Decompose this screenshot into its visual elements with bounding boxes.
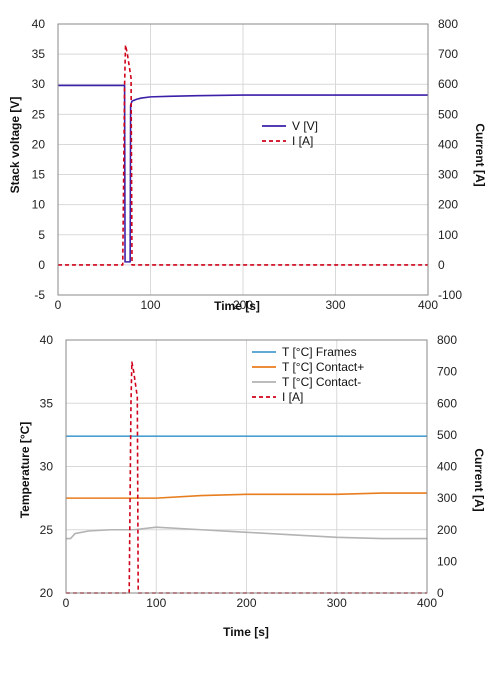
chart1-y2-tick-label: 0 (438, 258, 445, 272)
chart1-y-tick-label: 10 (32, 198, 46, 212)
chart1-y2-tick-label: 200 (438, 198, 458, 212)
chart2-y2-tick-label: 500 (437, 428, 457, 442)
chart1-series-line-1 (58, 44, 428, 266)
chart2-series-line-1 (66, 492, 427, 499)
chart1-y2-tick-label: -100 (438, 288, 462, 302)
chart-temperature-current: 0 100 200 300 400202530354001002003004005006… (18, 333, 486, 639)
chart2-y2-tick-label: 700 (437, 365, 457, 379)
chart1-y2-axis-title: Current [A] (473, 123, 487, 186)
chart2-legend-label: I [A] (282, 390, 303, 404)
chart2-x-tick-label: 100 (146, 596, 166, 610)
chart2-y2-tick-label: 200 (437, 523, 457, 537)
chart2-y2-tick-label: 400 (437, 460, 457, 474)
chart2-y2-tick-label: 600 (437, 396, 457, 410)
chart2-y2-tick-label: 800 (437, 333, 457, 347)
chart1-y-tick-label: -5 (34, 288, 45, 302)
chart2-legend-label: T [°C] Contact- (282, 375, 361, 389)
chart2-y-tick-label: 20 (40, 586, 54, 600)
chart2-y-tick-label: 30 (40, 460, 54, 474)
chart2-y-tick-label: 35 (40, 396, 54, 410)
chart1-y-tick-label: 40 (32, 17, 46, 31)
chart1-y2-tick-label: 800 (438, 17, 458, 31)
chart2-series-line-2 (66, 526, 427, 540)
chart1-legend: V [V]I [A] (262, 119, 318, 148)
chart1-legend-label: I [A] (292, 134, 313, 148)
chart2-y-tick-label: 40 (40, 333, 54, 347)
chart1-y-tick-label: 0 (38, 258, 45, 272)
chart2-y2-tick-label: 300 (437, 491, 457, 505)
chart1-x-tick-label: 400 (418, 298, 438, 312)
chart1-y2-tick-label: 100 (438, 228, 458, 242)
chart1-y2-tick-label: 300 (438, 168, 458, 182)
chart1-legend-label: V [V] (292, 119, 318, 133)
chart1-y2-tick-label: 700 (438, 47, 458, 61)
chart2-y2-tick-label: 0 (437, 586, 444, 600)
chart1-series (58, 44, 428, 266)
chart1-y-axis-title: Stack voltage [V] (8, 97, 22, 194)
chart2-y-tick-label: 25 (40, 523, 54, 537)
chart1-x-tick-label: 300 (325, 298, 345, 312)
chart1-y-tick-label: 5 (38, 228, 45, 242)
chart2-x-tick-label: 300 (327, 596, 347, 610)
chart1-x-axis-title: Time [s] (214, 299, 260, 313)
chart1-y-tick-label: 30 (32, 77, 46, 91)
chart1-x-tick-label: 100 (140, 298, 160, 312)
chart2-x-tick-label: 400 (417, 596, 437, 610)
chart2-plot-border (65, 339, 428, 594)
chart1-y-tick-label: 20 (32, 137, 46, 151)
chart-voltage-current: 0 100 200 300 400 -5 0 5 10 15 20 25 30 35 40 -100 0 100 2… (8, 17, 487, 313)
chart1-y-tick-label: 15 (32, 168, 46, 182)
chart1-x-tick-label: 200 (233, 298, 253, 312)
chart1-plot-border (57, 23, 429, 296)
chart2-y2-axis-title: Current [A] (472, 448, 486, 511)
chart1-y2-tick-label: 400 (438, 137, 458, 151)
chart2-ticks: 0 100 200 300 400202530354001002003004005006… (40, 333, 458, 610)
chart2-y2-tick-label: 100 (437, 554, 457, 568)
chart1-y2-tick-label: 600 (438, 77, 458, 91)
chart2-x-tick-label: 0 (63, 596, 70, 610)
chart1-series-line-0 (58, 84, 428, 263)
chart1-y-tick-label: 25 (32, 107, 46, 121)
chart2-y-axis-title: Temperature [°C] (18, 422, 32, 519)
chart2-x-tick-label: 200 (236, 596, 256, 610)
chart2-x-axis-title: Time [s] (223, 625, 269, 639)
chart1-ticks: 0 100 200 300 400 -5 0 5 10 15 20 25 30 35 40 -100 0 100 2… (32, 17, 463, 312)
chart2-legend-label: T [°C] Contact+ (282, 360, 364, 374)
chart1-x-tick-label: 0 (55, 298, 62, 312)
chart1-y-tick-label: 35 (32, 47, 46, 61)
chart1-y2-tick-label: 500 (438, 107, 458, 121)
chart2-legend-label: T [°C] Frames (282, 345, 357, 359)
